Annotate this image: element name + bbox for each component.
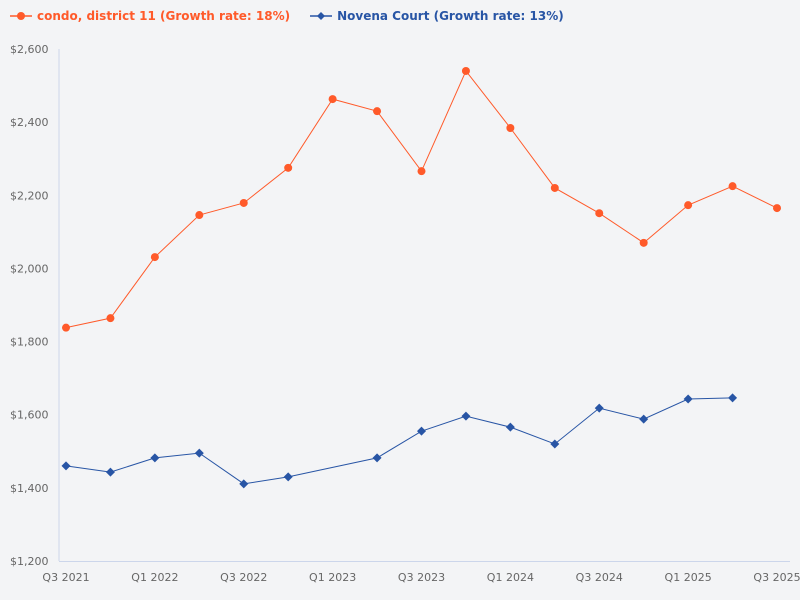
data-point xyxy=(62,323,70,332)
data-point xyxy=(773,204,781,213)
data-point xyxy=(106,314,115,323)
legend-label: Novena Court (Growth rate: 13%) xyxy=(337,9,564,23)
data-point xyxy=(284,163,293,172)
legend: condo, district 11 (Growth rate: 18%) No… xyxy=(10,9,564,23)
data-point xyxy=(683,394,693,404)
data-point xyxy=(461,66,470,75)
data-point xyxy=(639,238,648,247)
data-point xyxy=(283,472,293,482)
y-tick-label: $1,200 xyxy=(10,555,49,568)
x-tick-label: Q3 2021 xyxy=(42,571,89,584)
data-point xyxy=(150,453,160,463)
y-tick-label: $2,200 xyxy=(10,189,49,202)
data-point xyxy=(195,211,204,220)
data-point xyxy=(194,448,204,458)
data-point xyxy=(506,123,515,132)
y-tick-label: $2,600 xyxy=(10,43,49,56)
data-point xyxy=(239,479,249,489)
legend-item-condo[interactable]: condo, district 11 (Growth rate: 18%) xyxy=(10,9,290,23)
data-point xyxy=(728,393,738,403)
data-point xyxy=(328,95,337,104)
x-tick-label: Q3 2022 xyxy=(220,571,267,584)
data-point xyxy=(728,182,737,191)
diamond-marker-icon xyxy=(310,12,333,20)
data-point xyxy=(639,414,649,424)
data-point xyxy=(594,403,604,413)
circle-marker-icon xyxy=(10,12,32,20)
y-tick-label: $1,400 xyxy=(10,482,49,495)
data-point xyxy=(105,467,115,477)
series-line-1 xyxy=(65,397,733,485)
y-tick-label: $2,400 xyxy=(10,116,49,129)
x-tick-label: Q1 2023 xyxy=(309,571,356,584)
data-point xyxy=(505,422,515,432)
data-point xyxy=(417,167,426,176)
legend-item-novena[interactable]: Novena Court (Growth rate: 13%) xyxy=(310,9,564,23)
data-point xyxy=(684,201,693,210)
data-point xyxy=(150,253,159,262)
x-tick-label: Q3 2025 xyxy=(753,571,800,584)
data-point xyxy=(61,461,71,471)
data-point xyxy=(373,107,382,116)
y-tick-label: $1,600 xyxy=(10,409,49,422)
legend-label: condo, district 11 (Growth rate: 18%) xyxy=(37,9,291,23)
y-tick-label: $2,000 xyxy=(10,262,49,275)
data-point xyxy=(239,198,248,207)
x-tick-label: Q3 2024 xyxy=(576,571,623,584)
x-tick-label: Q3 2023 xyxy=(398,571,445,584)
data-point xyxy=(595,209,604,218)
x-tick-label: Q1 2025 xyxy=(665,571,712,584)
data-point xyxy=(550,183,559,192)
data-point xyxy=(372,453,382,463)
x-tick-label: Q1 2022 xyxy=(131,571,178,584)
data-point xyxy=(417,426,426,436)
x-tick-label: Q1 2024 xyxy=(487,571,534,584)
data-point xyxy=(550,439,560,449)
data-point xyxy=(461,411,471,421)
series-line-0 xyxy=(65,69,778,329)
y-tick-label: $1,800 xyxy=(10,336,49,349)
